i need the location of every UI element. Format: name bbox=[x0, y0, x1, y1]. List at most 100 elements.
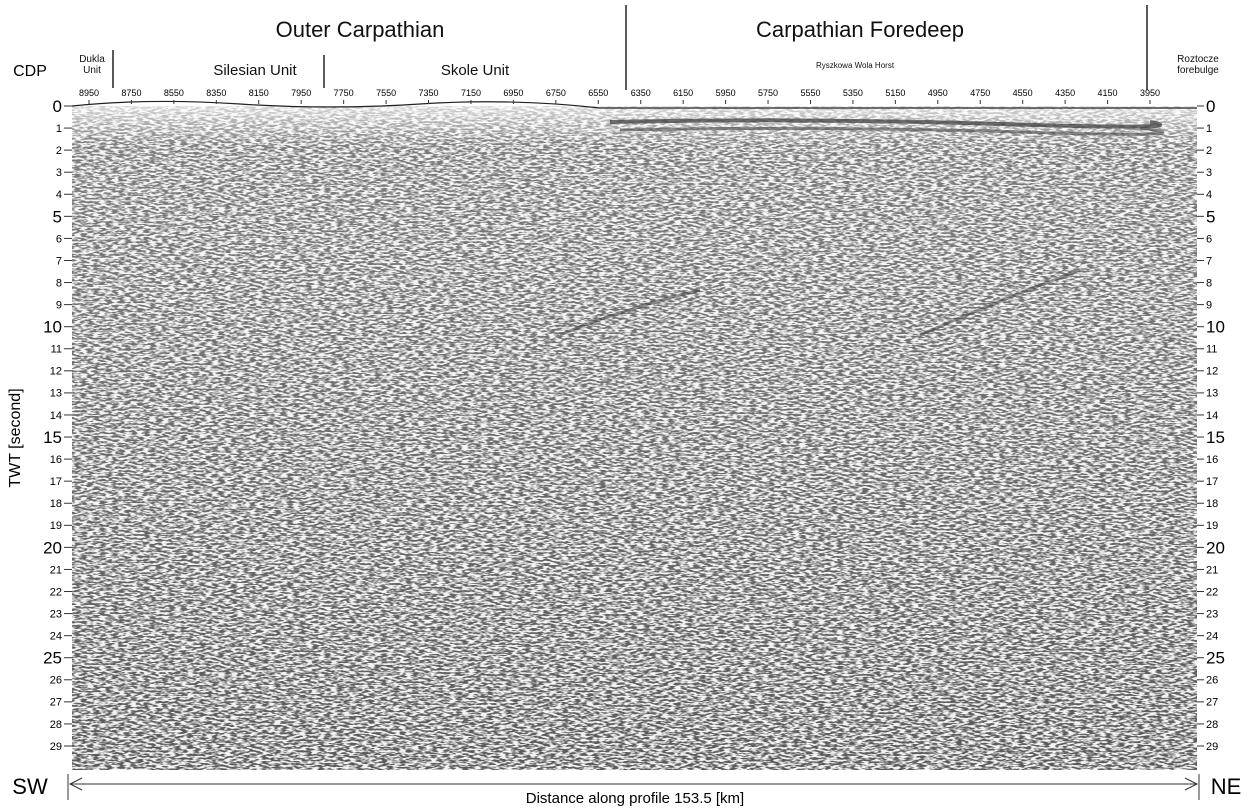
cdp-tick-label: 5150 bbox=[885, 88, 905, 98]
cdp-tick-label: 7350 bbox=[419, 88, 439, 98]
twt-tick-label: 4 bbox=[1206, 189, 1212, 201]
cdp-tick-label: 5550 bbox=[800, 88, 820, 98]
twt-tick-label: 8 bbox=[1206, 277, 1212, 289]
twt-tick-label: 10 bbox=[43, 318, 62, 337]
twt-tick-label: 8 bbox=[56, 277, 62, 289]
twt-tick-label: 14 bbox=[50, 410, 62, 422]
y-axis-label: TWT [second] bbox=[7, 388, 24, 487]
cdp-tick-label: 8550 bbox=[164, 88, 184, 98]
twt-tick-label: 7 bbox=[1206, 255, 1212, 267]
twt-tick-label: 6 bbox=[1206, 233, 1212, 245]
cdp-tick-label: 4150 bbox=[1098, 88, 1118, 98]
unit-label: Skole Unit bbox=[420, 63, 530, 79]
cdp-tick-label: 6550 bbox=[588, 88, 608, 98]
twt-tick-label: 11 bbox=[1206, 344, 1217, 356]
twt-tick-label: 0 bbox=[1206, 97, 1215, 116]
twt-tick-label: 2 bbox=[1206, 145, 1212, 157]
twt-tick-label: 4 bbox=[56, 189, 62, 201]
twt-tick-label: 0 bbox=[53, 97, 62, 116]
cdp-tick-label: 8750 bbox=[121, 88, 141, 98]
cdp-label: CDP bbox=[13, 63, 47, 80]
twt-tick-label: 26 bbox=[50, 675, 62, 687]
twt-tick-label: 1 bbox=[1206, 123, 1212, 135]
twt-tick-label: 9 bbox=[56, 299, 62, 311]
twt-tick-label: 2 bbox=[56, 145, 62, 157]
twt-tick-label: 12 bbox=[50, 366, 62, 378]
region-label: Outer Carpathian bbox=[250, 18, 470, 41]
twt-tick-label: 29 bbox=[1206, 741, 1218, 753]
twt-tick-label: 24 bbox=[50, 631, 62, 643]
twt-tick-label: 20 bbox=[43, 538, 62, 557]
cdp-tick-label: 4550 bbox=[1013, 88, 1033, 98]
figure: 8950875085508350815079507750755073507150… bbox=[0, 0, 1250, 811]
twt-tick-label: 7 bbox=[56, 255, 62, 267]
twt-tick-label: 23 bbox=[50, 608, 62, 620]
cdp-tick-label: 5750 bbox=[758, 88, 778, 98]
twt-tick-label: 15 bbox=[1206, 428, 1225, 447]
twt-tick-label: 24 bbox=[1206, 631, 1218, 643]
twt-tick-label: 5 bbox=[53, 207, 62, 226]
cdp-tick-label: 3950 bbox=[1140, 88, 1160, 98]
right-direction: NE bbox=[1211, 774, 1242, 799]
twt-tick-label: 16 bbox=[50, 454, 62, 466]
twt-tick-label: 3 bbox=[56, 167, 62, 179]
cdp-tick-label: 6950 bbox=[503, 88, 523, 98]
seismic-section bbox=[72, 101, 1197, 770]
cdp-tick-label: 5950 bbox=[716, 88, 736, 98]
region-label: Carpathian Foredeep bbox=[720, 18, 1000, 41]
twt-tick-label: 22 bbox=[1206, 586, 1218, 598]
twt-tick-label: 18 bbox=[1206, 498, 1218, 510]
twt-tick-label: 12 bbox=[1206, 366, 1218, 378]
cdp-tick-label: 6150 bbox=[673, 88, 693, 98]
twt-tick-label: 3 bbox=[1206, 167, 1212, 179]
cdp-tick-label: 6350 bbox=[631, 88, 651, 98]
twt-tick-label: 21 bbox=[1206, 564, 1218, 576]
distance-label: Distance along profile 153.5 [km] bbox=[526, 790, 744, 807]
twt-tick-label: 27 bbox=[50, 697, 62, 709]
unit-label: Roztocze forebulge bbox=[1163, 55, 1233, 76]
cdp-tick-label: 6750 bbox=[546, 88, 566, 98]
unit-label: Ryszkowa Wola Horst bbox=[810, 62, 900, 70]
cdp-tick-label: 4750 bbox=[970, 88, 990, 98]
twt-tick-label: 18 bbox=[50, 498, 62, 510]
cdp-tick-label: 8350 bbox=[206, 88, 226, 98]
twt-tick-label: 23 bbox=[1206, 608, 1218, 620]
twt-tick-label: 27 bbox=[1206, 697, 1218, 709]
twt-tick-label: 20 bbox=[1206, 538, 1225, 557]
cdp-tick-label: 8950 bbox=[79, 88, 99, 98]
twt-tick-label: 10 bbox=[1206, 318, 1225, 337]
unit-label: Silesian Unit bbox=[190, 63, 320, 79]
twt-tick-label: 28 bbox=[50, 719, 62, 731]
twt-tick-label: 13 bbox=[1206, 388, 1218, 400]
cdp-tick-label: 5350 bbox=[843, 88, 863, 98]
twt-tick-label: 13 bbox=[50, 388, 62, 400]
twt-tick-label: 19 bbox=[50, 520, 62, 532]
twt-tick-label: 29 bbox=[50, 741, 62, 753]
page: {"header": {"regions": ["Outer Carpathia… bbox=[0, 0, 1250, 811]
twt-tick-label: 22 bbox=[50, 586, 62, 598]
cdp-tick-label: 7950 bbox=[291, 88, 311, 98]
cdp-tick-label: 4950 bbox=[928, 88, 948, 98]
twt-tick-label: 25 bbox=[43, 649, 62, 668]
twt-tick-label: 11 bbox=[51, 344, 62, 356]
twt-tick-label: 17 bbox=[1206, 476, 1218, 488]
twt-tick-label: 1 bbox=[56, 123, 62, 135]
cdp-tick-label: 8150 bbox=[249, 88, 269, 98]
twt-tick-label: 26 bbox=[1206, 675, 1218, 687]
twt-tick-label: 5 bbox=[1206, 207, 1215, 226]
twt-tick-label: 14 bbox=[1206, 410, 1218, 422]
left-direction: SW bbox=[12, 774, 48, 799]
twt-tick-label: 15 bbox=[43, 428, 62, 447]
cdp-tick-label: 4350 bbox=[1055, 88, 1075, 98]
cdp-tick-label: 7550 bbox=[376, 88, 396, 98]
twt-tick-label: 17 bbox=[50, 476, 62, 488]
twt-tick-label: 9 bbox=[1206, 299, 1212, 311]
unit-label: Dukla Unit bbox=[74, 55, 110, 76]
twt-tick-label: 6 bbox=[56, 233, 62, 245]
twt-tick-label: 19 bbox=[1206, 520, 1218, 532]
twt-tick-label: 25 bbox=[1206, 649, 1225, 668]
cdp-tick-label: 7150 bbox=[461, 88, 481, 98]
twt-tick-label: 16 bbox=[1206, 454, 1218, 466]
cdp-tick-label: 7750 bbox=[334, 88, 354, 98]
twt-tick-label: 21 bbox=[50, 564, 62, 576]
